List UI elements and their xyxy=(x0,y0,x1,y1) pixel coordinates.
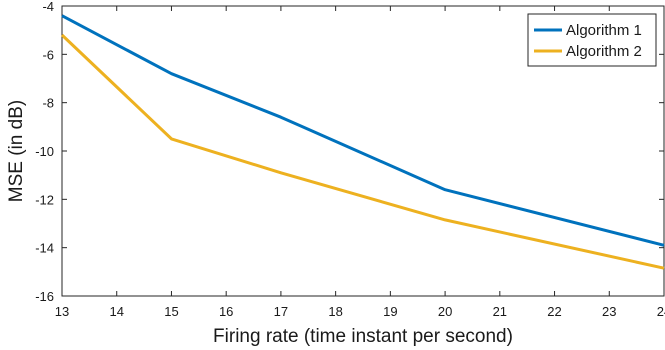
x-tick-label: 13 xyxy=(55,304,69,319)
legend-label-algorithm-1: Algorithm 1 xyxy=(566,22,642,39)
x-tick-label: 14 xyxy=(109,304,123,319)
y-tick-label: -16 xyxy=(35,289,54,304)
series-line-algorithm-2 xyxy=(60,33,665,270)
y-tick-label: -10 xyxy=(35,144,54,159)
series-line-algorithm-1 xyxy=(61,14,665,247)
x-tick-label: 20 xyxy=(438,304,452,319)
legend-label-algorithm-2: Algorithm 2 xyxy=(566,43,642,60)
x-tick-label: 17 xyxy=(274,304,288,319)
legend: Algorithm 1 Algorithm 2 xyxy=(527,13,657,67)
x-axis-title: Firing rate (time instant per second) xyxy=(213,326,513,347)
x-tick-label: 18 xyxy=(328,304,342,319)
x-axis-ticks: 13 14 15 16 17 18 19 20 21 22 23 24 xyxy=(55,6,665,319)
x-tick-label: 22 xyxy=(547,304,561,319)
y-tick-label: -8 xyxy=(42,96,54,111)
y-tick-label: -6 xyxy=(42,47,54,62)
y-tick-label: -14 xyxy=(35,241,54,256)
x-tick-label: 19 xyxy=(383,304,397,319)
y-tick-label: -12 xyxy=(35,192,54,207)
x-tick-label: 21 xyxy=(493,304,507,319)
y-axis-ticks: -4 -6 -8 -10 -12 -14 -16 xyxy=(35,0,664,304)
y-axis-title: MSE (in dB) xyxy=(6,100,27,202)
x-tick-label: 16 xyxy=(219,304,233,319)
x-tick-label: 23 xyxy=(602,304,616,319)
x-tick-label: 24 xyxy=(657,304,665,319)
legend-box xyxy=(527,13,657,67)
series-layer xyxy=(60,14,665,270)
x-tick-label: 15 xyxy=(164,304,178,319)
y-tick-label: -4 xyxy=(42,0,54,14)
